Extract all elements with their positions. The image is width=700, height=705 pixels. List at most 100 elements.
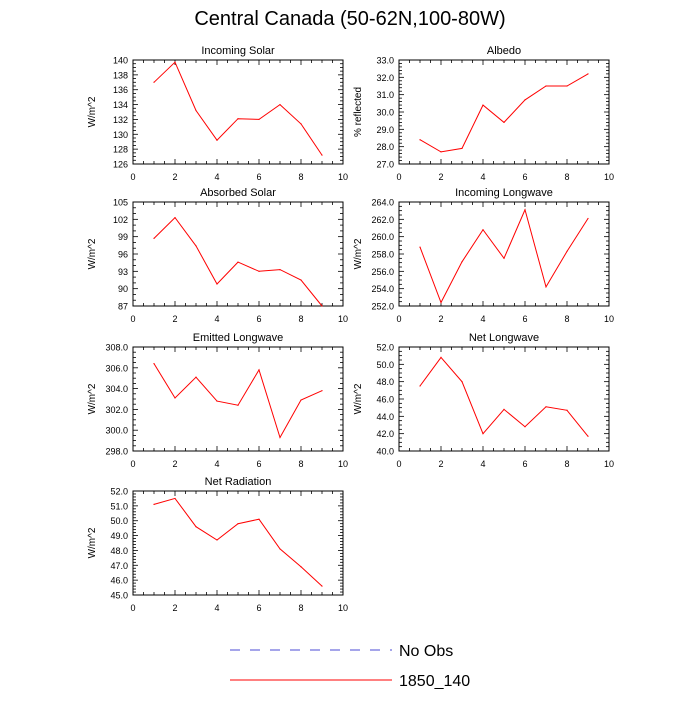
data-point [300, 566, 302, 568]
x-tick-label: 8 [298, 459, 303, 469]
y-tick-label: 48.0 [376, 377, 394, 387]
x-tick-label: 10 [338, 603, 348, 613]
data-point [461, 147, 463, 149]
y-tick-label: 102 [113, 215, 128, 225]
x-tick-label: 8 [564, 459, 569, 469]
y-tick-label: 258.0 [371, 250, 394, 260]
data-point [237, 118, 239, 120]
y-tick-label: 264.0 [371, 198, 394, 208]
data-point [482, 104, 484, 106]
x-tick-label: 0 [130, 459, 135, 469]
data-point [587, 435, 589, 437]
panel-incoming-solar: Incoming Solar 0 2 4 6 8 10 126 128 130 132 134 136 1… [87, 45, 348, 182]
x-tick-label: 4 [214, 172, 219, 182]
y-tick-label: 52.0 [110, 487, 128, 497]
y-tick-label: 51.0 [110, 501, 128, 511]
x-tick-label: 2 [172, 314, 177, 324]
data-point [237, 404, 239, 406]
data-point [545, 406, 547, 408]
y-tick-label: 52.0 [376, 343, 394, 353]
data-point [216, 283, 218, 285]
plot-frame [132, 346, 344, 452]
plot-frame [132, 201, 344, 307]
y-tick-label: 49.0 [110, 531, 128, 541]
x-tick-label: 6 [522, 459, 527, 469]
y-tick-label: 45.0 [110, 591, 128, 601]
y-axis-label: W/m^2 [353, 383, 364, 414]
x-tick-label: 4 [214, 603, 219, 613]
data-point [503, 121, 505, 123]
y-tick-label: 300.0 [105, 426, 128, 436]
y-axis-label: W/m^2 [87, 527, 98, 558]
y-tick-label: 132 [113, 115, 128, 125]
x-tick-label: 2 [172, 603, 177, 613]
data-point [545, 286, 547, 288]
data-point [195, 376, 197, 378]
x-tick-label: 4 [480, 314, 485, 324]
x-tick-label: 2 [438, 459, 443, 469]
data-point [321, 585, 323, 587]
data-point [216, 539, 218, 541]
x-tick-label: 8 [298, 172, 303, 182]
data-point [237, 523, 239, 525]
data-point [482, 229, 484, 231]
y-tick-label: 302.0 [105, 405, 128, 415]
x-tick-label: 0 [130, 603, 135, 613]
y-axis-label: W/m^2 [353, 238, 364, 269]
x-tick-label: 8 [564, 314, 569, 324]
y-tick-label: 254.0 [371, 284, 394, 294]
data-point [279, 103, 281, 106]
x-tick-label: 8 [298, 603, 303, 613]
y-tick-label: 96 [118, 250, 128, 260]
data-point [153, 363, 155, 365]
y-tick-label: 47.0 [110, 561, 128, 571]
x-tick-label: 2 [172, 172, 177, 182]
panel-title: Albedo [487, 45, 521, 57]
data-point [300, 279, 302, 281]
data-point [419, 385, 421, 387]
y-tick-label: 304.0 [105, 384, 128, 394]
y-tick-label: 48.0 [110, 546, 128, 556]
data-point [587, 217, 589, 220]
data-point [482, 433, 484, 435]
x-tick-label: 6 [256, 314, 261, 324]
data-point [461, 381, 463, 383]
x-tick-label: 6 [256, 172, 261, 182]
data-point [321, 154, 323, 156]
y-tick-label: 42.0 [376, 429, 394, 439]
y-tick-label: 30.0 [376, 108, 394, 118]
data-point [153, 503, 155, 505]
y-tick-label: 136 [113, 85, 128, 95]
data-point [237, 261, 239, 263]
y-tick-label: 308.0 [105, 343, 128, 353]
panel-net-longwave: Net Longwave 0 2 4 6 8 10 40.0 42.0 44.0 46.0 48.0 5… [353, 332, 614, 469]
series-line [419, 208, 589, 304]
y-tick-label: 29.0 [376, 125, 394, 135]
x-tick-label: 10 [338, 172, 348, 182]
x-tick-label: 6 [256, 459, 261, 469]
data-point [258, 270, 260, 272]
data-point [524, 426, 526, 428]
y-tick-label: 134 [113, 100, 128, 110]
y-tick-label: 256.0 [371, 267, 394, 277]
y-tick-label: 99 [118, 232, 128, 242]
data-point [279, 436, 281, 439]
plot-frame [398, 346, 610, 452]
data-point [566, 250, 568, 252]
y-tick-label: 46.0 [376, 395, 394, 405]
data-point [419, 246, 421, 248]
x-tick-label: 0 [130, 314, 135, 324]
x-tick-label: 4 [480, 172, 485, 182]
panel-incoming-longwave: Incoming Longwave 0 2 4 6 8 10 252.0 254.0 256.0 2… [353, 187, 614, 324]
data-point [174, 61, 176, 63]
y-tick-label: 262.0 [371, 215, 394, 225]
data-point [545, 85, 547, 87]
data-point [321, 390, 323, 392]
data-point [216, 400, 218, 402]
y-tick-label: 40.0 [376, 447, 394, 457]
panel-title: Net Radiation [205, 476, 272, 488]
series-line [419, 73, 589, 153]
y-axis-label: W/m^2 [87, 383, 98, 414]
y-tick-label: 130 [113, 130, 128, 140]
